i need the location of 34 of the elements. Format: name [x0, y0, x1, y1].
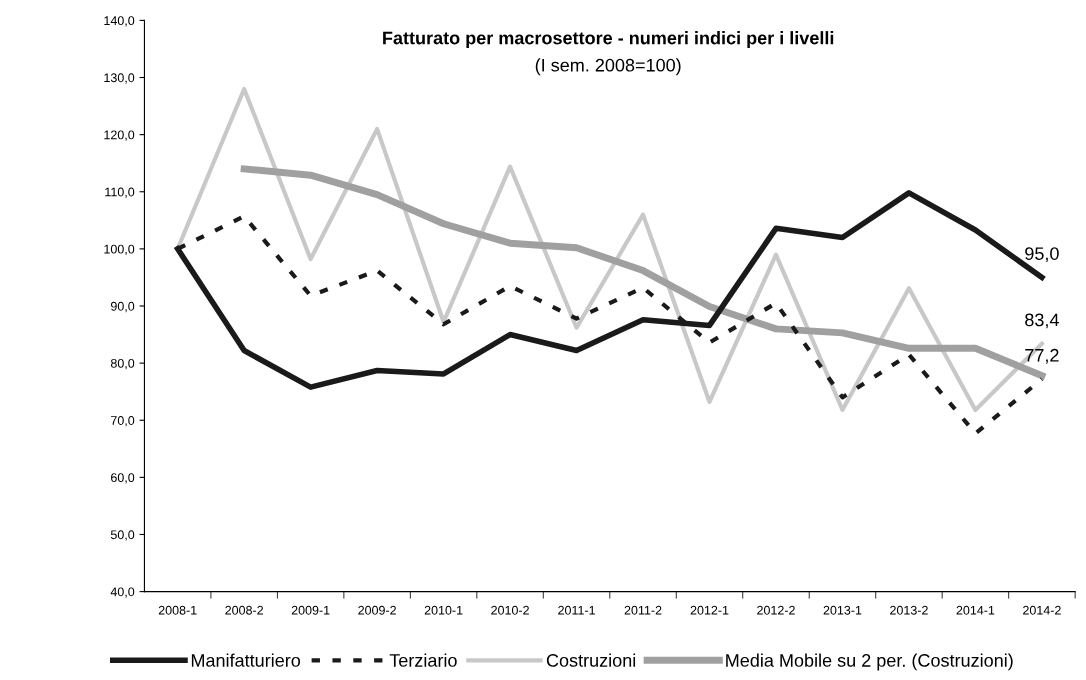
x-tick-label: 2008-1 [158, 605, 197, 615]
annotation: 77,2 [1025, 348, 1059, 364]
x-tick-label: 2009-2 [358, 605, 396, 615]
y-tick-label: 50,0 [110, 530, 135, 541]
y-tick-label: 80,0 [110, 358, 135, 370]
y-tick-label: 60,0 [111, 473, 135, 484]
y-tick-label: 100,0 [104, 244, 135, 256]
x-tick-label: 2013-1 [823, 605, 862, 615]
y-tick-label: 40,0 [110, 587, 135, 598]
x-tick-label: 2011-1 [558, 605, 595, 615]
x-tick-label: 2011-2 [624, 605, 662, 615]
x-tick-label: 2010-2 [491, 605, 529, 615]
x-tick-label: 2012-2 [757, 605, 795, 615]
x-tick-label: 2014-1 [956, 605, 995, 615]
x-tick-label: 2014-2 [1023, 605, 1061, 615]
legend-label: Costruzioni [546, 653, 636, 667]
annotation: 95,0 [1025, 247, 1059, 263]
x-tick-label: 2010-1 [424, 605, 463, 615]
x-tick-label: 2012-1 [690, 605, 729, 615]
y-tick-label: 140,0 [104, 16, 135, 27]
text: (I sem. 2008=100) [535, 58, 681, 76]
y-tick-label: 90,0 [110, 301, 135, 313]
text: Fatturato per macrosettore - numeri indici per i livelli [383, 31, 834, 48]
y-tick-label: 120,0 [104, 130, 135, 141]
annotation: 83,4 [1025, 313, 1059, 329]
y-tick-label: 110,0 [105, 187, 135, 198]
x-tick-label: 2008-2 [225, 605, 263, 615]
y-tick-label: 70,0 [111, 416, 135, 427]
legend-label: Manifatturiero [191, 653, 301, 667]
x-tick-label: 2009-1 [291, 605, 330, 615]
legend-label: Media Mobile su 2 per. (Costruzioni) [726, 653, 1013, 671]
y-tick-label: 130,0 [104, 73, 135, 84]
legend-label: Terziario [389, 653, 457, 667]
x-tick-label: 2013-2 [890, 605, 928, 615]
